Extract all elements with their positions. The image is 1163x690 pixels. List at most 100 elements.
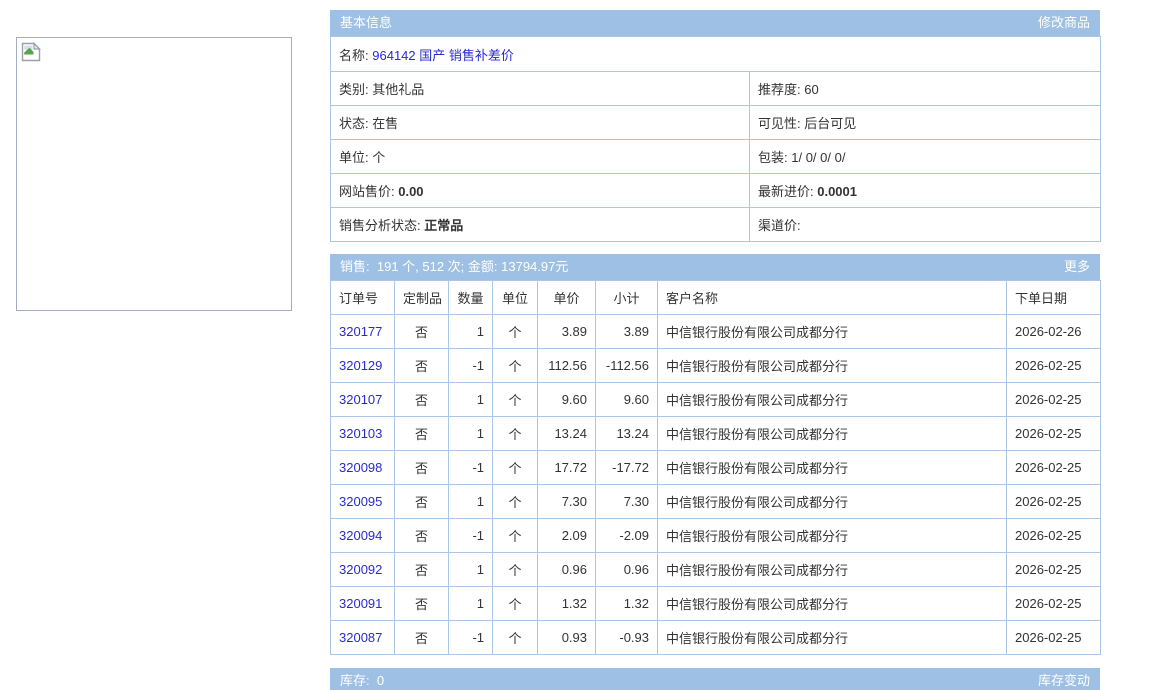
cell-unit: 个 (492, 416, 538, 451)
main-content: 基本信息 修改商品 名称: 964142 国产 销售补差价 类别: 其他礼品 推荐… (329, 10, 1102, 690)
cell-unit: 个 (492, 450, 538, 485)
cell-subtotal: -17.72 (595, 450, 658, 485)
product-name-row: 名称: 964142 国产 销售补差价 (329, 36, 1102, 72)
info-cell-right: 推荐度: 60 (748, 71, 1102, 106)
cell-unit: 个 (492, 552, 538, 587)
cell-unit: 个 (492, 484, 538, 519)
cell-price: 13.24 (537, 416, 596, 451)
order-link[interactable]: 320095 (339, 494, 383, 509)
column-header: 单位 (492, 280, 538, 315)
cell-price: 3.89 (537, 314, 596, 349)
info-value: 其他礼品 (372, 82, 425, 97)
order-link[interactable]: 320129 (339, 358, 383, 373)
cell-price: 7.30 (537, 484, 596, 519)
order-link[interactable]: 320098 (339, 460, 383, 475)
inventory-value: 0 (376, 673, 385, 688)
cell-price: 17.72 (537, 450, 596, 485)
cell-custom: 否 (394, 348, 449, 383)
inventory-change-link[interactable]: 库存变动 (1037, 673, 1090, 688)
info-value: 1/ 0/ 0/ 0/ (791, 150, 846, 165)
inventory-label: 库存: (340, 673, 370, 688)
info-label: 销售分析状态: (339, 218, 425, 233)
info-cell-left: 单位: 个 (330, 139, 750, 174)
cell-order_no: 320094 (330, 518, 395, 553)
info-row: 单位: 个包装: 1/ 0/ 0/ 0/ (330, 139, 1102, 174)
cell-customer: 中信银行股份有限公司成都分行 (657, 382, 1007, 417)
info-label: 类别: (339, 82, 373, 97)
basic-info-rows: 类别: 其他礼品 推荐度: 60 状态: 在售 可见性: 后台可见 单位: 个包装: 1… (330, 71, 1102, 242)
info-row: 销售分析状态: 正常品 渠道价: (330, 207, 1102, 242)
cell-order_no: 320092 (330, 552, 395, 587)
order-link[interactable]: 320092 (339, 562, 383, 577)
sales-table-body: 320177 否 1 个 3.89 3.89 中信银行股份有限公司成都分行 2026-02-2… (330, 314, 1101, 655)
info-value: 正常品 (424, 218, 464, 233)
cell-subtotal: 0.96 (595, 552, 658, 587)
cell-subtotal: -2.09 (595, 518, 658, 553)
basic-info-header: 基本信息 修改商品 (330, 10, 1100, 36)
info-cell-right: 可见性: 后台可见 (748, 105, 1102, 140)
info-value: 0.00 (398, 184, 424, 199)
order-link[interactable]: 320087 (339, 630, 383, 645)
cell-price: 9.60 (537, 382, 596, 417)
cell-custom: 否 (394, 484, 449, 519)
info-value: 60 (804, 82, 819, 97)
cell-unit: 个 (492, 518, 538, 553)
cell-qty: 1 (448, 484, 493, 519)
cell-custom: 否 (394, 518, 449, 553)
info-label: 可见性: (758, 116, 805, 131)
cell-date: 2026-02-25 (1006, 518, 1101, 553)
info-value: 后台可见 (804, 116, 857, 131)
sales-summary-value: 191 个, 512 次; 金额: 13794.97元 (376, 259, 569, 274)
order-link[interactable]: 320094 (339, 528, 383, 543)
column-header: 客户名称 (657, 280, 1007, 315)
sales-table: 订单号 定制品 数量 单位 单价 小计 客户名称 下单日期 320177 否 1 个 3.89 3.89… (330, 280, 1101, 655)
table-row: 320087 否 -1 个 0.93 -0.93 中信银行股份有限公司成都分行 2026-02… (330, 620, 1101, 655)
info-cell-right: 包装: 1/ 0/ 0/ 0/ (748, 139, 1102, 174)
table-row: 320177 否 1 个 3.89 3.89 中信银行股份有限公司成都分行 2026-02-2… (330, 314, 1101, 349)
cell-qty: -1 (448, 518, 493, 553)
info-label: 状态: (339, 116, 373, 131)
sales-summary: 销售: 191 个, 512 次; 金额: 13794.97元 (340, 254, 568, 280)
cell-order_no: 320095 (330, 484, 395, 519)
info-row: 类别: 其他礼品 推荐度: 60 (330, 71, 1102, 106)
column-header: 定制品 (394, 280, 449, 315)
cell-subtotal: 13.24 (595, 416, 658, 451)
cell-subtotal: -112.56 (595, 348, 658, 383)
column-header: 小计 (595, 280, 658, 315)
info-row: 状态: 在售 可见性: 后台可见 (330, 105, 1102, 140)
info-cell-left: 状态: 在售 (330, 105, 750, 140)
table-row: 320107 否 1 个 9.60 9.60 中信银行股份有限公司成都分行 2026-02-2… (330, 382, 1101, 417)
cell-date: 2026-02-25 (1006, 586, 1101, 621)
order-link[interactable]: 320091 (339, 596, 383, 611)
product-name-link[interactable]: 964142 国产 销售补差价 (372, 47, 514, 63)
info-label: 网站售价: (339, 184, 399, 199)
order-link[interactable]: 320107 (339, 392, 383, 407)
column-header: 下单日期 (1006, 280, 1101, 315)
info-value: 在售 (372, 116, 399, 131)
order-link[interactable]: 320177 (339, 324, 383, 339)
cell-date: 2026-02-25 (1006, 450, 1101, 485)
cell-unit: 个 (492, 620, 538, 655)
edit-product-link[interactable]: 修改商品 (1037, 15, 1090, 30)
order-link[interactable]: 320103 (339, 426, 383, 441)
column-header: 数量 (448, 280, 493, 315)
info-label: 包装: (758, 150, 792, 165)
cell-date: 2026-02-25 (1006, 620, 1101, 655)
cell-order_no: 320107 (330, 382, 395, 417)
table-row: 320091 否 1 个 1.32 1.32 中信银行股份有限公司成都分行 2026-02-2… (330, 586, 1101, 621)
info-cell-left: 销售分析状态: 正常品 (330, 207, 750, 242)
inventory-bar: 库存: 0 库存变动 (330, 668, 1100, 690)
cell-qty: -1 (448, 450, 493, 485)
cell-custom: 否 (394, 450, 449, 485)
cell-order_no: 320087 (330, 620, 395, 655)
more-link[interactable]: 更多 (1063, 259, 1090, 274)
cell-subtotal: -0.93 (595, 620, 658, 655)
cell-price: 112.56 (537, 348, 596, 383)
cell-order_no: 320177 (330, 314, 395, 349)
cell-subtotal: 7.30 (595, 484, 658, 519)
info-value: 个 (372, 150, 386, 165)
cell-subtotal: 1.32 (595, 586, 658, 621)
cell-date: 2026-02-25 (1006, 552, 1101, 587)
cell-order_no: 320098 (330, 450, 395, 485)
